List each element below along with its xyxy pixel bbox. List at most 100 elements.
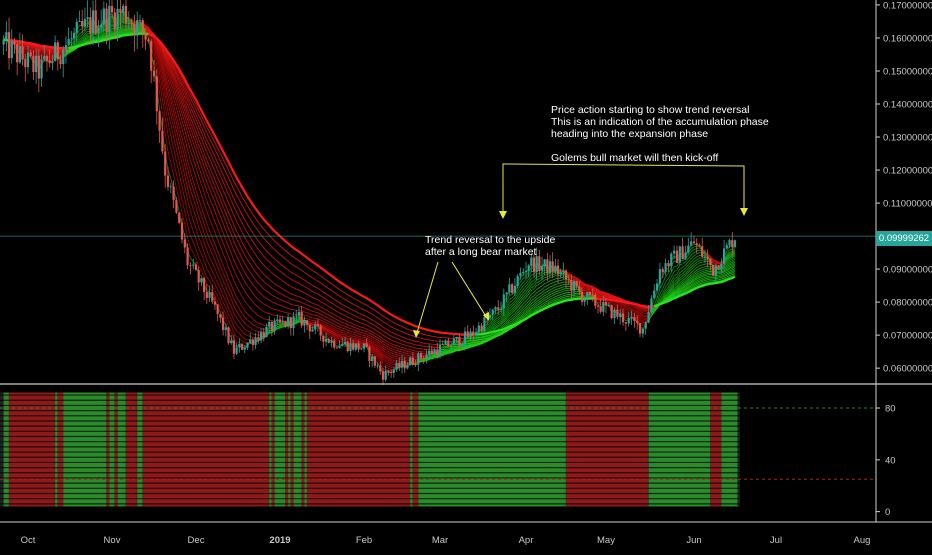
candle-body <box>222 318 224 330</box>
y-tick-label: 0.14000000 <box>883 100 932 111</box>
candle-body <box>619 313 621 317</box>
candle-body <box>306 320 308 325</box>
candle-body <box>366 343 368 346</box>
candle-body <box>198 270 200 282</box>
candle-body <box>284 321 286 326</box>
candle-body <box>40 59 42 78</box>
candle-body <box>568 279 570 280</box>
candle-body <box>65 45 67 49</box>
candle-body <box>295 315 297 316</box>
candle <box>611 305 613 320</box>
candle-body <box>81 21 83 27</box>
candle-body <box>505 292 507 294</box>
candle-body <box>133 24 135 35</box>
candle-body <box>189 265 191 266</box>
candle-body <box>73 33 75 39</box>
candle-body <box>467 331 469 337</box>
candle-body <box>431 351 433 354</box>
candle-body <box>423 358 425 359</box>
candle-body <box>679 246 681 262</box>
candle-body <box>195 265 197 270</box>
bull-segment <box>109 392 114 506</box>
candle-body <box>225 327 227 330</box>
candle-body <box>3 40 5 45</box>
candle-body <box>317 325 319 326</box>
candle-body <box>62 50 64 65</box>
candle-body <box>517 276 519 286</box>
candle-body <box>497 307 499 310</box>
candle-body <box>311 330 313 332</box>
candle-body <box>142 20 144 33</box>
candle-body <box>622 313 624 322</box>
bull-segment <box>418 392 566 506</box>
candle-body <box>167 176 169 187</box>
bear-segment <box>710 392 721 506</box>
candle-body <box>404 361 406 369</box>
candle-body <box>260 332 262 341</box>
candle-body <box>481 325 483 331</box>
candle-body <box>420 353 422 358</box>
candle-body <box>500 309 502 310</box>
candle-body <box>453 339 455 345</box>
candle-body <box>693 241 695 243</box>
candle-body <box>349 343 351 351</box>
x-tick-label: 2019 <box>269 535 290 546</box>
candle-body <box>701 246 703 257</box>
bull-segment <box>269 392 272 506</box>
candle-body <box>170 186 172 187</box>
candle-body <box>87 17 89 19</box>
candle-body <box>159 111 161 130</box>
candle-body <box>642 329 644 334</box>
candle-body <box>503 294 505 308</box>
candle-body <box>43 56 45 59</box>
candle-body <box>114 12 116 29</box>
candle-body <box>494 307 496 309</box>
candle-body <box>608 305 610 306</box>
candle-body <box>398 363 400 368</box>
candle-body <box>554 266 556 272</box>
candle-body <box>704 257 706 258</box>
candle-body <box>298 312 300 316</box>
candle-body <box>287 317 289 326</box>
candle <box>347 341 349 352</box>
candle-body <box>347 342 349 351</box>
y-tick-label: 0.11000000 <box>883 199 932 210</box>
candle-body <box>360 349 362 350</box>
candle-body <box>76 22 78 33</box>
candle-body <box>549 261 551 273</box>
candle-body <box>279 319 281 322</box>
candle-body <box>252 339 254 345</box>
candle-body <box>54 42 56 61</box>
candle-body <box>633 317 635 321</box>
candle-body <box>483 317 485 331</box>
bull-segment <box>410 392 413 506</box>
candle-body <box>325 339 327 342</box>
candle-body <box>57 42 59 59</box>
candle <box>483 315 485 332</box>
candle-body <box>276 319 278 320</box>
candle-body <box>292 316 294 328</box>
candle-body <box>175 200 177 213</box>
candle-body <box>263 332 265 337</box>
candle-body <box>720 264 722 269</box>
bear-segment <box>115 392 118 506</box>
candle-body <box>684 252 686 259</box>
osc-y-tick-label: 40 <box>885 455 896 466</box>
candle-body <box>390 372 392 373</box>
candle-body <box>589 292 591 295</box>
candle-body <box>192 265 194 266</box>
y-tick-label: 0.07000000 <box>883 331 932 342</box>
candle-body <box>339 346 341 348</box>
candle-body <box>578 286 580 291</box>
candle-body <box>613 310 615 319</box>
x-tick-label: Jun <box>686 535 701 546</box>
candle-body <box>290 317 292 328</box>
candle-body <box>544 259 546 266</box>
bear-segment <box>9 392 55 506</box>
candle-body <box>211 292 213 301</box>
candle-body <box>105 9 107 33</box>
bear-segment <box>307 392 410 506</box>
candle-body <box>187 247 189 265</box>
bull-segment <box>294 392 302 506</box>
